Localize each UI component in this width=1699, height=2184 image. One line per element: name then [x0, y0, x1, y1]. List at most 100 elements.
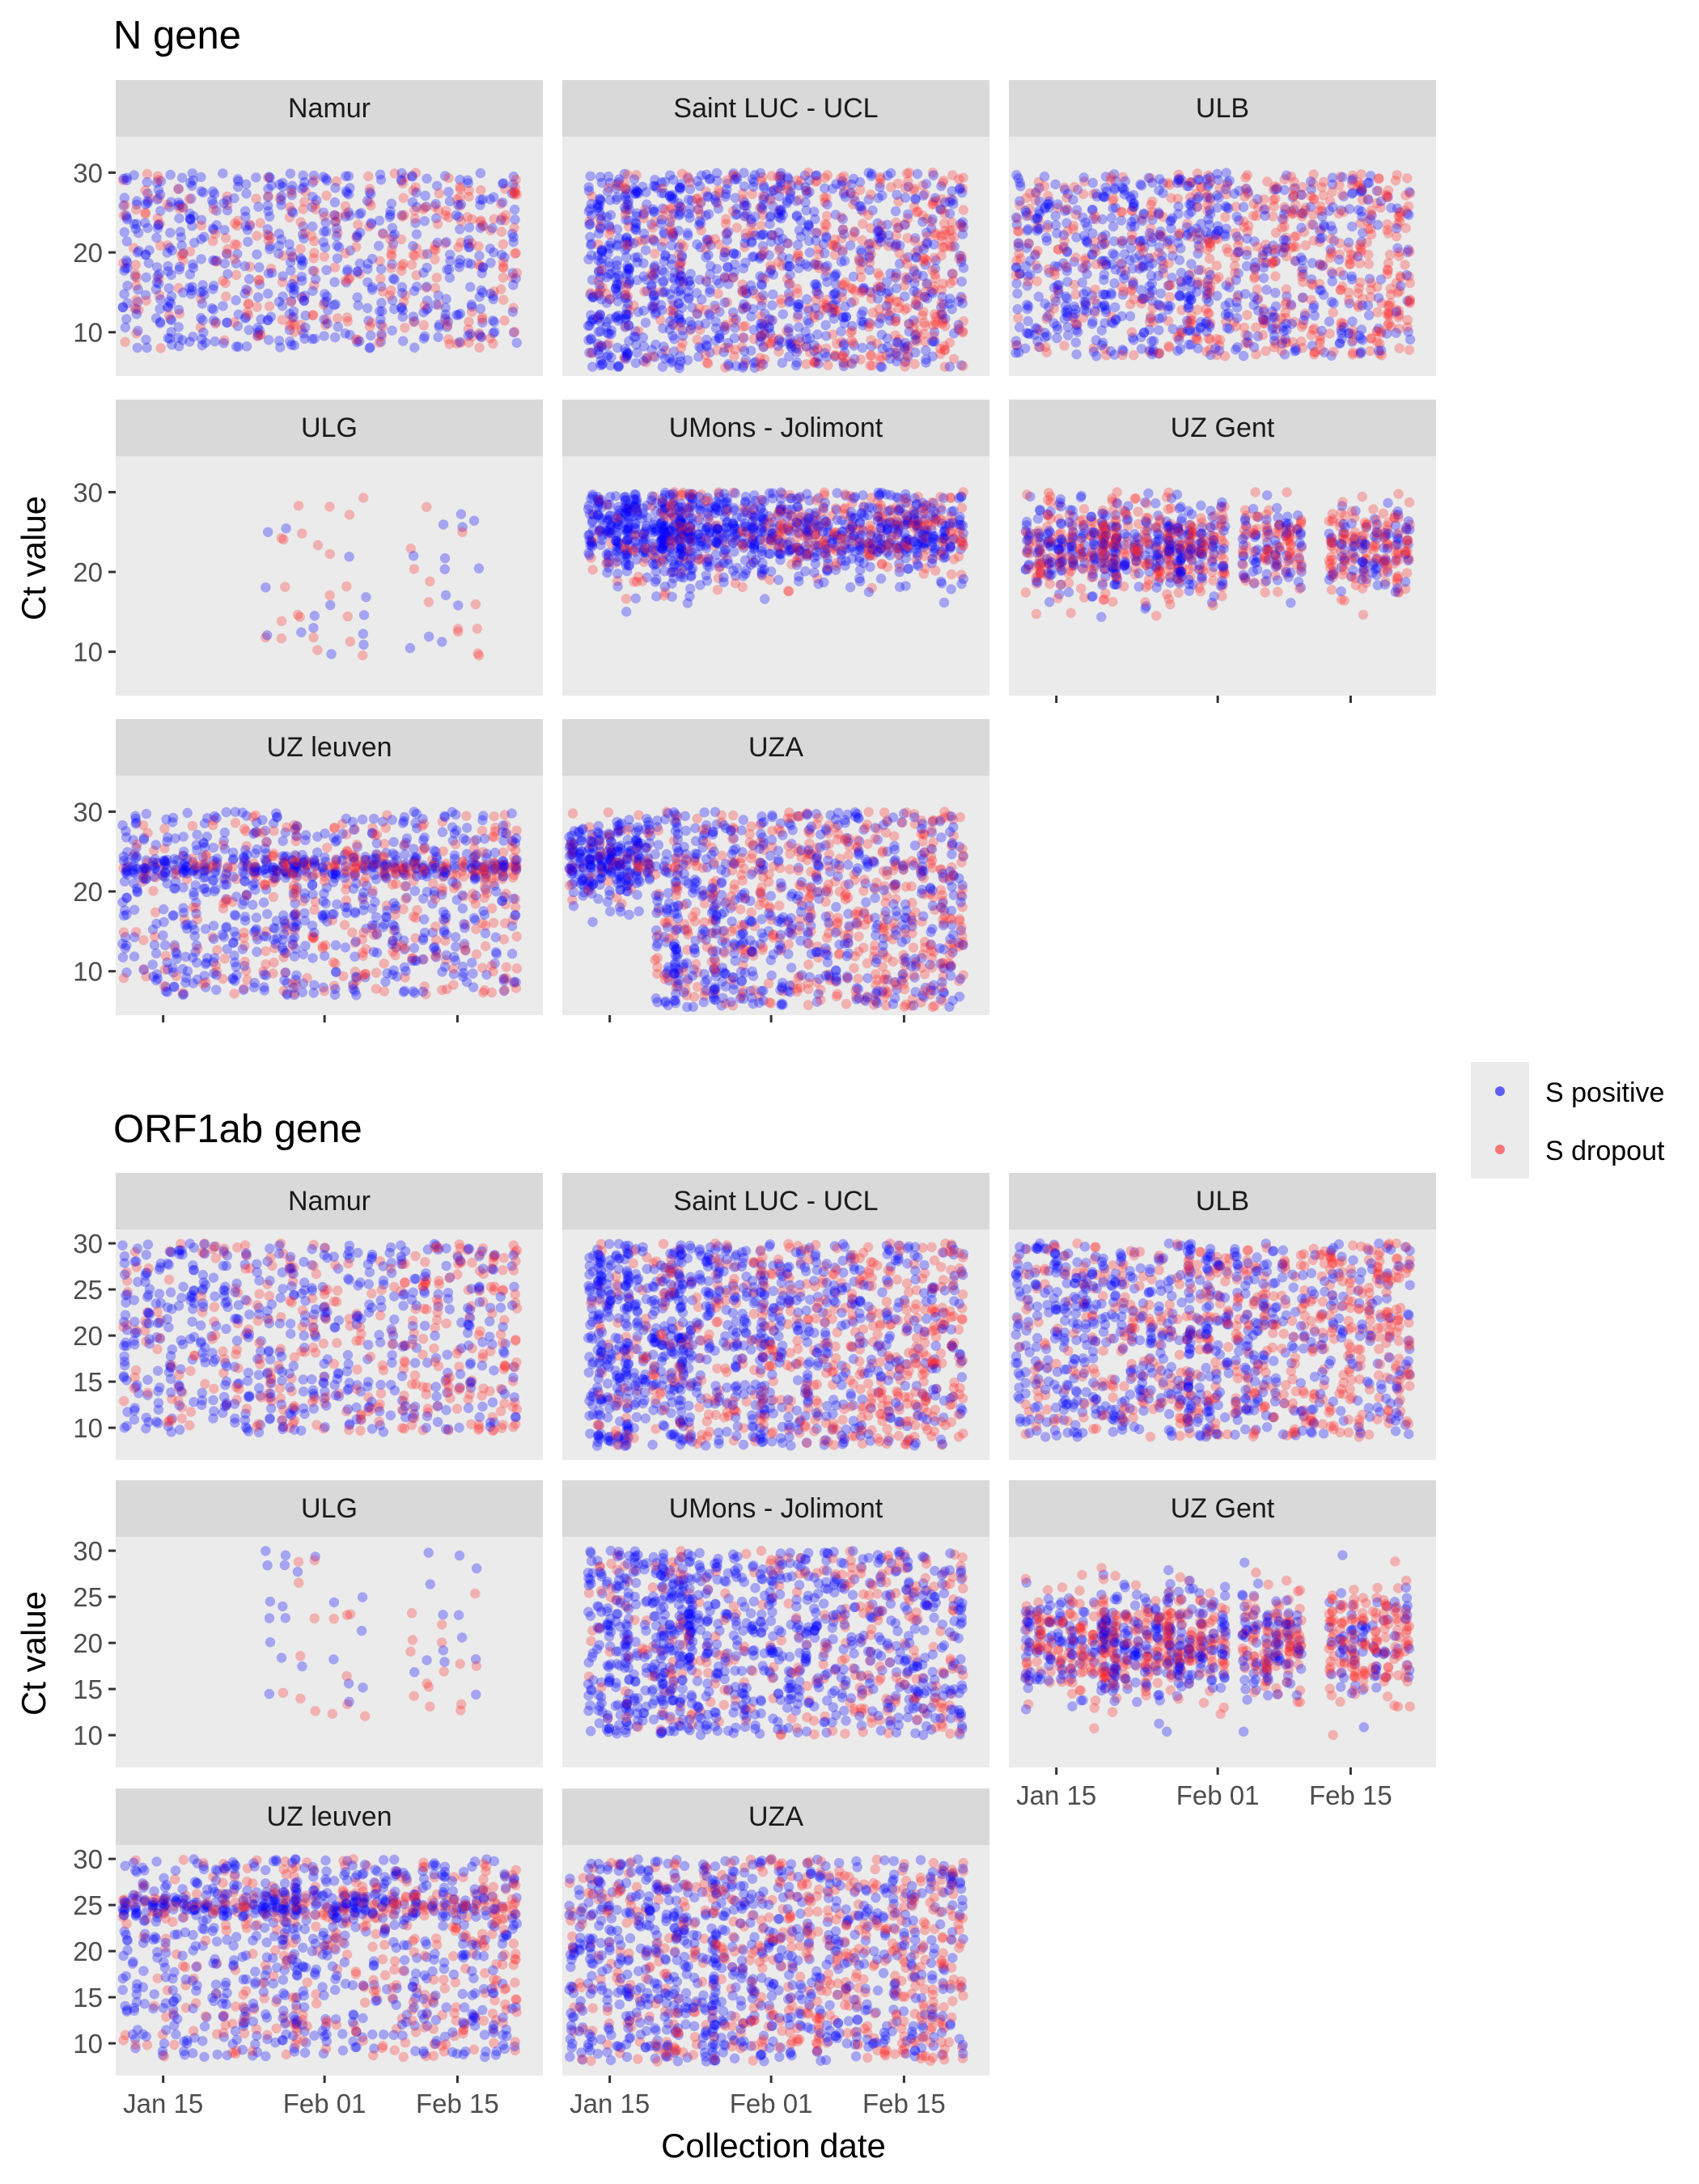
s-dropout-point — [1021, 193, 1032, 203]
s-positive-point — [153, 219, 164, 231]
s-positive-point — [299, 177, 310, 188]
s-positive-point — [1042, 199, 1053, 210]
s-positive-point — [277, 301, 288, 311]
s-positive-point — [485, 257, 496, 269]
s-dropout-point — [256, 329, 266, 340]
s-dropout-point — [1164, 292, 1176, 303]
s-dropout-point — [184, 193, 195, 205]
s-positive-point — [1191, 223, 1202, 234]
s-positive-point — [809, 206, 820, 217]
s-positive-point — [836, 549, 846, 560]
s-dropout-point — [222, 200, 233, 210]
s-positive-point — [509, 204, 520, 215]
s-dropout-point — [930, 565, 941, 576]
s-positive-point — [187, 168, 197, 179]
s-dropout-point — [855, 184, 866, 195]
s-positive-point — [276, 191, 287, 201]
s-positive-point — [1068, 194, 1078, 205]
s-dropout-point — [1354, 283, 1364, 294]
s-dropout-point — [118, 210, 129, 221]
s-dropout-point — [1240, 172, 1251, 183]
s-dropout-point — [430, 245, 441, 256]
s-positive-point — [909, 265, 920, 277]
s-positive-point — [422, 295, 433, 306]
s-positive-point — [229, 193, 239, 204]
s-dropout-point — [286, 313, 298, 324]
s-dropout-point — [252, 331, 263, 341]
s-dropout-point — [277, 315, 287, 325]
s-dropout-point — [329, 262, 341, 273]
s-positive-point — [284, 324, 295, 336]
s-positive-point — [453, 212, 464, 222]
s-positive-point — [1174, 334, 1184, 345]
s-dropout-point — [434, 299, 444, 311]
s-positive-point — [827, 307, 837, 318]
s-positive-point — [396, 176, 407, 186]
s-dropout-point — [358, 650, 368, 661]
s-dropout-point — [1012, 226, 1023, 236]
s-dropout-point — [434, 188, 444, 199]
s-positive-point — [1212, 290, 1222, 301]
s-positive-point — [837, 214, 849, 224]
s-dropout-point — [819, 487, 830, 497]
s-dropout-point — [1097, 259, 1108, 270]
s-positive-point — [286, 296, 297, 307]
s-dropout-point — [244, 298, 254, 309]
s-positive-point — [287, 252, 298, 263]
s-positive-point — [218, 301, 228, 311]
s-dropout-point — [728, 273, 739, 283]
s-positive-point — [318, 171, 328, 182]
s-positive-point — [411, 201, 422, 213]
s-positive-point — [374, 215, 385, 226]
s-positive-point — [409, 286, 420, 296]
s-positive-point — [155, 205, 166, 216]
s-dropout-point — [232, 220, 243, 231]
s-positive-point — [233, 309, 244, 320]
s-dropout-point — [1405, 246, 1415, 257]
s-positive-point — [209, 224, 219, 235]
s-positive-point — [196, 171, 206, 183]
s-positive-point — [463, 258, 473, 269]
s-dropout-point — [866, 360, 878, 371]
s-positive-point — [208, 304, 219, 315]
s-dropout-point — [1363, 249, 1374, 260]
s-dropout-point — [1404, 345, 1415, 355]
s-dropout-point — [409, 564, 420, 574]
s-positive-point — [775, 548, 786, 559]
s-positive-point — [163, 303, 173, 313]
s-dropout-point — [432, 218, 443, 230]
s-dropout-point — [1259, 194, 1269, 205]
s-positive-point — [1070, 337, 1082, 348]
s-positive-point — [1163, 304, 1174, 315]
s-positive-point — [487, 222, 498, 234]
s-dropout-point — [865, 350, 876, 361]
s-positive-point — [451, 210, 462, 221]
s-positive-point — [330, 332, 341, 343]
s-positive-point — [1316, 232, 1328, 243]
s-positive-point — [184, 336, 195, 347]
s-positive-point — [1231, 345, 1241, 355]
s-dropout-point — [1059, 341, 1070, 351]
s-positive-point — [674, 313, 684, 324]
s-positive-point — [601, 212, 612, 222]
s-positive-point — [174, 213, 184, 224]
s-dropout-point — [1326, 234, 1337, 244]
s-positive-point — [319, 226, 329, 237]
s-dropout-point — [1163, 178, 1174, 188]
s-positive-point — [412, 281, 422, 292]
s-dropout-point — [397, 178, 408, 188]
s-positive-point — [938, 552, 949, 563]
s-dropout-point — [208, 204, 218, 214]
s-positive-point — [900, 581, 911, 591]
s-dropout-point — [375, 256, 385, 266]
n-gene-umons-jolimont-strip-label: UMons - Jolimont — [669, 413, 883, 443]
s-positive-point — [430, 213, 442, 224]
s-dropout-point — [254, 274, 265, 286]
s-positive-point — [121, 314, 132, 324]
s-positive-point — [1220, 231, 1231, 242]
orf1ab-gene-y-axis-title: Ct value — [15, 1591, 53, 1716]
s-positive-point — [1174, 255, 1185, 265]
s-dropout-point — [173, 184, 184, 194]
n-gene-namur-y-tick-label: 20 — [73, 238, 103, 268]
s-positive-point — [241, 284, 252, 294]
